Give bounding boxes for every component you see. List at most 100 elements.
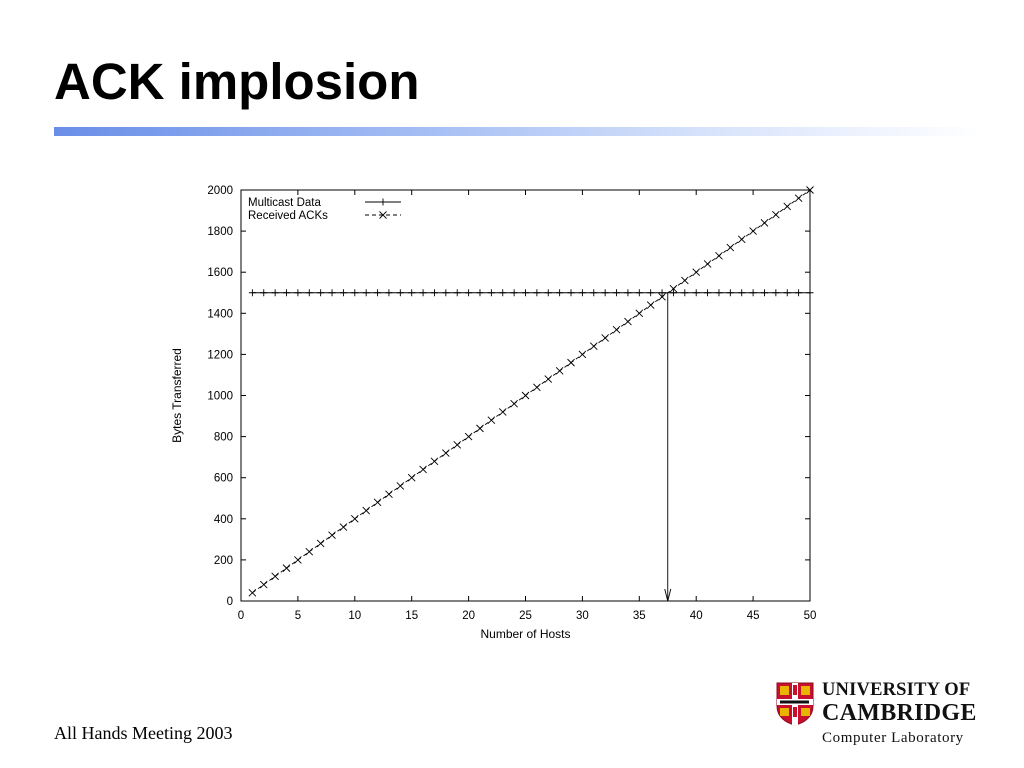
logo-line-cambridge: CAMBRIDGE [822, 700, 977, 726]
cambridge-shield-icon [776, 682, 814, 726]
x-tick-label: 40 [690, 610, 703, 622]
university-logo: UNIVERSITY OF CAMBRIDGE Computer Laborat… [776, 680, 986, 752]
x-tick-label: 50 [804, 610, 817, 622]
data-point [442, 449, 450, 457]
y-tick-label: 1200 [207, 349, 233, 361]
y-tick-label: 1800 [207, 226, 233, 238]
data-point [362, 506, 370, 515]
data-point [589, 342, 598, 350]
data-point [613, 289, 621, 297]
data-point [556, 289, 564, 297]
footer-text: All Hands Meeting 2003 [54, 723, 233, 743]
legend-label: Received ACKs [248, 210, 328, 222]
data-point [737, 235, 746, 244]
data-point [578, 350, 587, 359]
y-tick-label: 1000 [207, 391, 233, 403]
data-point [476, 289, 484, 297]
legend-marker [379, 198, 387, 206]
y-tick-label: 1400 [207, 308, 233, 320]
y-axis-label: Bytes Transferred [170, 348, 184, 443]
data-point [408, 289, 416, 297]
data-point [316, 539, 325, 548]
series-multicast-data [248, 289, 814, 297]
data-point [658, 293, 666, 301]
data-point [681, 289, 689, 297]
data-point [692, 289, 700, 297]
data-point [248, 289, 256, 297]
y-tick-label: 200 [214, 555, 233, 567]
data-point [362, 289, 370, 297]
data-point [339, 289, 347, 297]
data-point [783, 202, 792, 211]
x-tick-label: 25 [519, 610, 532, 622]
data-point [419, 289, 427, 297]
data-point [453, 289, 461, 297]
y-tick-label: 400 [214, 514, 233, 526]
x-tick-label: 45 [747, 610, 760, 622]
data-point [544, 289, 552, 297]
x-tick-label: 20 [462, 610, 475, 622]
data-point [590, 289, 598, 297]
data-point [260, 289, 268, 297]
data-point [647, 289, 655, 297]
data-point [760, 219, 769, 227]
data-point [533, 383, 541, 392]
data-point [567, 289, 575, 297]
data-point [294, 289, 302, 297]
data-point [726, 243, 735, 252]
data-point [806, 186, 814, 194]
data-point [317, 289, 325, 297]
data-point [555, 367, 564, 375]
data-point [772, 210, 780, 219]
data-point [396, 482, 405, 490]
data-point [544, 375, 553, 383]
y-tick-label: 800 [214, 432, 233, 444]
data-point [578, 289, 586, 297]
data-point [487, 289, 495, 297]
data-point [760, 289, 768, 297]
data-point [510, 399, 518, 408]
data-point [794, 194, 803, 203]
data-point [704, 289, 712, 297]
data-point [385, 289, 393, 297]
x-tick-label: 30 [576, 610, 589, 622]
data-point [351, 289, 359, 297]
data-point [407, 473, 416, 482]
chart-svg: 0 5 10 15 20 25 30 35 40 45 50 0 200 400 600 800 1000 120… [170, 185, 817, 641]
data-point [374, 289, 382, 297]
data-point [567, 358, 575, 367]
data-point [715, 289, 723, 297]
series-line [252, 189, 811, 594]
data-point [373, 498, 382, 507]
data-point [328, 531, 336, 540]
data-point [601, 289, 609, 297]
data-point [498, 408, 507, 416]
data-point [658, 289, 666, 297]
x-tick-label: 15 [405, 610, 418, 622]
data-point [806, 289, 814, 297]
x-tick-label: 5 [295, 610, 301, 622]
data-point [259, 580, 268, 589]
data-point [350, 514, 359, 523]
data-point [726, 289, 734, 297]
data-point [385, 490, 393, 498]
title-underline [54, 127, 980, 136]
data-point [749, 289, 757, 297]
data-point [783, 289, 791, 297]
data-point [669, 289, 677, 297]
y-tick-label: 2000 [207, 185, 233, 197]
data-point [624, 317, 632, 326]
data-point [521, 391, 530, 400]
data-point [465, 289, 473, 297]
data-point [271, 572, 279, 581]
data-point [248, 588, 257, 597]
data-point [339, 523, 348, 531]
data-point [795, 289, 803, 297]
data-point [282, 564, 291, 572]
data-point [453, 441, 462, 449]
y-tick-label: 600 [214, 473, 233, 485]
data-point [692, 268, 701, 277]
logo-line-computer-laboratory: Computer Laboratory [822, 730, 964, 746]
data-point [305, 547, 314, 556]
data-point [499, 289, 507, 297]
